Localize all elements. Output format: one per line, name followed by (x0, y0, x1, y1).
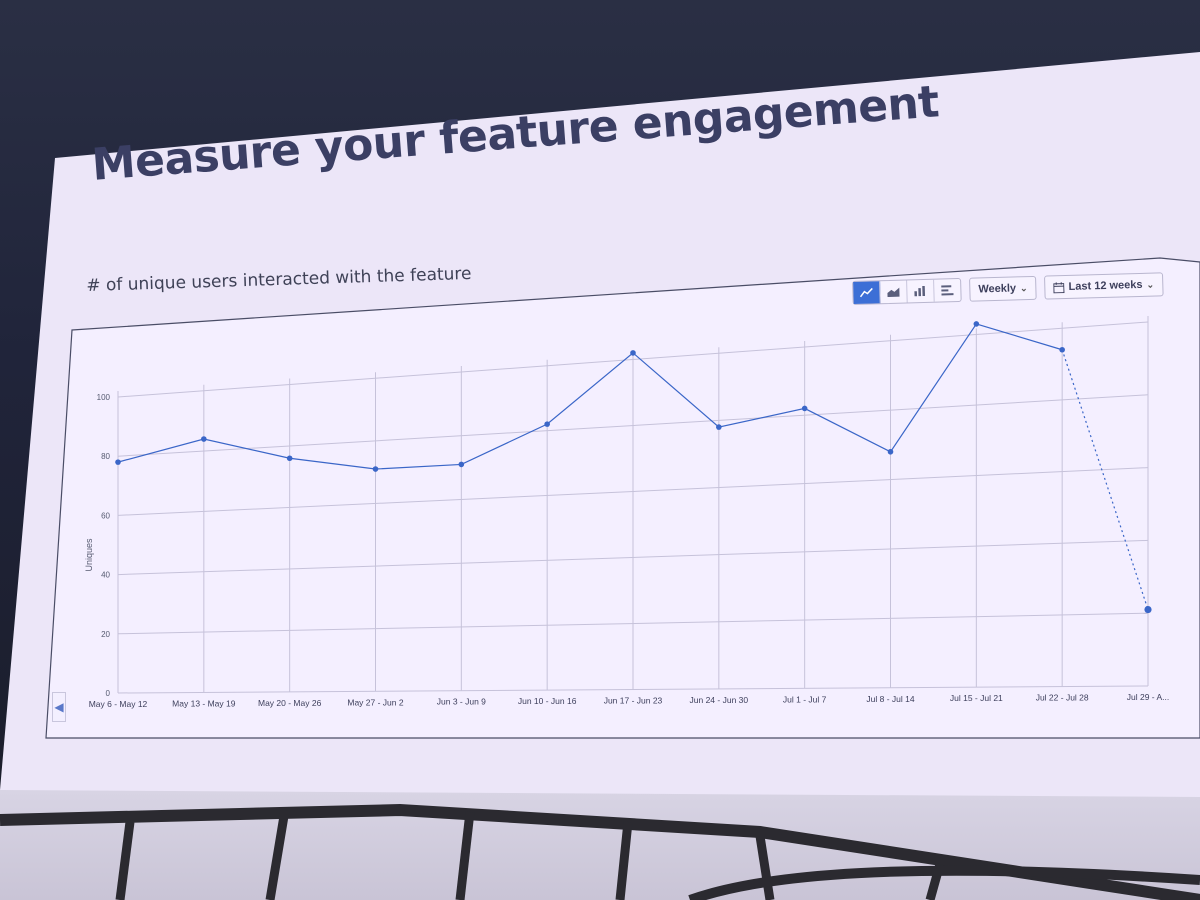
x-tick-label: Jun 10 - Jun 16 (518, 696, 577, 706)
foreground-railing (0, 803, 1200, 900)
data-point[interactable] (372, 466, 379, 472)
line-chart-icon (859, 287, 873, 298)
horizontal-bar-icon (941, 285, 954, 296)
chart-prev-button[interactable]: ◀ (52, 692, 66, 722)
data-point[interactable] (973, 321, 980, 327)
data-point[interactable] (801, 405, 808, 412)
area-chart-view-button[interactable] (880, 280, 908, 304)
x-tick-label: Jun 24 - Jun 30 (690, 695, 749, 705)
x-tick-label: Jun 17 - Jun 23 (604, 696, 663, 706)
floor (0, 790, 1200, 900)
data-point[interactable] (458, 461, 465, 468)
y-tick-label: 0 (106, 689, 111, 698)
x-tick-label: Jul 8 - Jul 14 (866, 694, 914, 704)
area-chart-icon (887, 287, 900, 298)
date-range-dropdown[interactable]: Last 12 weeks ⌄ (1044, 272, 1164, 300)
y-tick-label: 60 (101, 511, 110, 520)
data-point[interactable] (115, 459, 121, 465)
x-tick-label: May 6 - May 12 (89, 699, 148, 709)
horizontal-bar-view-button[interactable] (934, 279, 961, 302)
y-axis-label: Uniques (84, 538, 94, 572)
series-line-partial (1061, 349, 1149, 610)
x-tick-label: Jul 22 - Jul 28 (1036, 693, 1089, 703)
data-point[interactable] (544, 421, 550, 427)
y-tick-label: 40 (101, 571, 110, 580)
y-tick-label: 80 (101, 452, 110, 461)
data-point[interactable] (1059, 346, 1065, 353)
x-tick-label: Jul 15 - Jul 21 (950, 693, 1003, 703)
y-tick-label: 100 (97, 393, 111, 402)
data-point[interactable] (716, 424, 722, 430)
data-point[interactable] (1144, 605, 1152, 614)
x-tick-label: Jul 29 - A... (1127, 692, 1170, 702)
line-chart-view-button[interactable] (853, 281, 881, 304)
data-point[interactable] (630, 350, 636, 356)
chart-view-switcher (852, 277, 962, 305)
x-tick-label: Jul 1 - Jul 7 (783, 694, 827, 704)
data-point[interactable] (201, 436, 207, 442)
x-tick-label: May 27 - Jun 2 (347, 697, 403, 707)
x-tick-label: Jun 3 - Jun 9 (437, 697, 486, 707)
bar-chart-view-button[interactable] (907, 279, 935, 303)
x-tick-label: May 20 - May 26 (258, 698, 322, 708)
bar-chart-icon (914, 285, 926, 297)
data-point[interactable] (286, 455, 293, 462)
data-point[interactable] (887, 448, 894, 455)
x-tick-label: May 13 - May 19 (172, 698, 236, 708)
series-line (117, 323, 1063, 470)
chart-toolbar: Weekly ⌄ Last 12 weeks ⌄ (852, 269, 1164, 308)
chevron-left-icon: ◀ (54, 700, 64, 714)
y-tick-label: 20 (101, 630, 110, 639)
calendar-icon (1053, 281, 1065, 293)
